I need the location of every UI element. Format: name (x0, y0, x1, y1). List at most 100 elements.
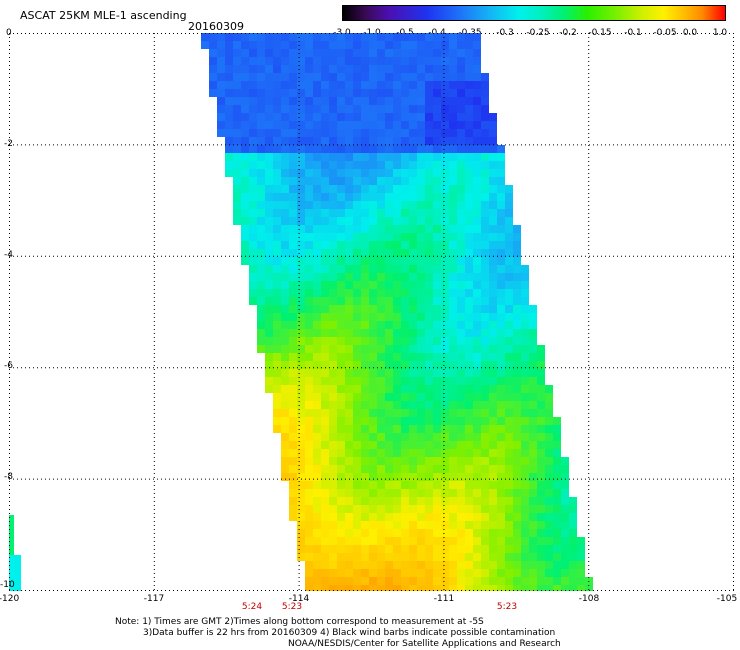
swath-cell (377, 217, 385, 225)
swath-cell (265, 113, 273, 121)
swath-cell (289, 201, 297, 209)
swath-cell (553, 449, 561, 457)
swath-cell (473, 257, 481, 265)
swath-cell (297, 385, 305, 393)
swath-cell (361, 33, 369, 41)
swath-cell (321, 505, 329, 513)
swath-cell (449, 569, 457, 577)
swath-cell (321, 169, 329, 177)
swath-cell (369, 553, 377, 561)
swath-cell (489, 225, 497, 233)
swath-cell (241, 257, 249, 265)
swath-cell (385, 121, 393, 129)
swath-cell (337, 521, 345, 529)
swath-cell (401, 537, 409, 545)
swath-cell (433, 521, 441, 529)
swath-cell (441, 161, 449, 169)
swath-cell (505, 481, 513, 489)
swath-cell (393, 465, 401, 473)
swath-cell (465, 401, 473, 409)
swath-cell (273, 377, 281, 385)
swath-cell (289, 185, 297, 193)
swath-cell (345, 161, 353, 169)
swath-cell (313, 321, 321, 329)
swath-cell (345, 81, 353, 89)
swath-cell (297, 201, 305, 209)
swath-cell (481, 441, 489, 449)
swath-cell (345, 329, 353, 337)
swath-cell (361, 65, 369, 73)
swath-cell (425, 529, 433, 537)
swath-cell (305, 361, 313, 369)
swath-cell (433, 449, 441, 457)
swath-cell (281, 425, 289, 433)
swath-cell (305, 233, 313, 241)
swath-cell (385, 345, 393, 353)
swath-cell (441, 393, 449, 401)
swath-cell (433, 505, 441, 513)
swath-cell (9, 587, 21, 591)
swath-cell (409, 201, 417, 209)
swath-cell (329, 57, 337, 65)
swath-cell (521, 265, 529, 273)
swath-cell (385, 81, 393, 89)
swath-cell (441, 513, 449, 521)
swath-cell (369, 289, 377, 297)
swath-cell (465, 393, 473, 401)
swath-cell (321, 193, 329, 201)
swath-cell (337, 329, 345, 337)
swath-cell (545, 505, 553, 513)
swath-cell (297, 529, 305, 537)
swath-cell (529, 577, 537, 585)
swath-cell (305, 265, 313, 273)
swath-cell (473, 105, 481, 113)
swath-cell (249, 169, 257, 177)
swath-cell (289, 65, 297, 73)
swath-cell (345, 177, 353, 185)
swath-cell (513, 537, 521, 545)
swath-cell (497, 441, 505, 449)
swath-cell (545, 441, 553, 449)
swath-cell (393, 57, 401, 65)
swath-cell (425, 513, 433, 521)
swath-cell (497, 521, 505, 529)
swath-cell (457, 465, 465, 473)
swath-cell (489, 585, 497, 591)
swath-cell (473, 393, 481, 401)
swath-cell (377, 241, 385, 249)
swath-cell (505, 529, 513, 537)
swath-cell (289, 193, 297, 201)
swath-cell (441, 537, 449, 545)
swath-cell (441, 193, 449, 201)
swath-cell (353, 145, 361, 153)
swath-cell (321, 465, 329, 473)
swath-cell (233, 113, 241, 121)
swath-cell (393, 361, 401, 369)
swath-cell (209, 33, 217, 41)
swath-cell (489, 393, 497, 401)
swath-cell (489, 289, 497, 297)
swath-cell (465, 313, 473, 321)
swath-cell (473, 353, 481, 361)
swath-cell (513, 481, 521, 489)
swath-cell (289, 97, 297, 105)
swath-cell (481, 73, 489, 81)
swath-cell (345, 537, 353, 545)
swath-cell (337, 345, 345, 353)
swath-cell (313, 145, 321, 153)
swath-cell (417, 81, 425, 89)
swath-cell (529, 489, 537, 497)
swath-cell (545, 553, 553, 561)
swath-cell (377, 297, 385, 305)
swath-cell (297, 401, 305, 409)
swath-cell (321, 345, 329, 353)
swath-cell (401, 113, 409, 121)
swath-cell (369, 305, 377, 313)
swath-cell (281, 81, 289, 89)
swath-cell (449, 257, 457, 265)
swath-cell (353, 257, 361, 265)
swath-cell (417, 169, 425, 177)
swath-cell (385, 153, 393, 161)
swath-cell (481, 513, 489, 521)
swath-cell (377, 129, 385, 137)
